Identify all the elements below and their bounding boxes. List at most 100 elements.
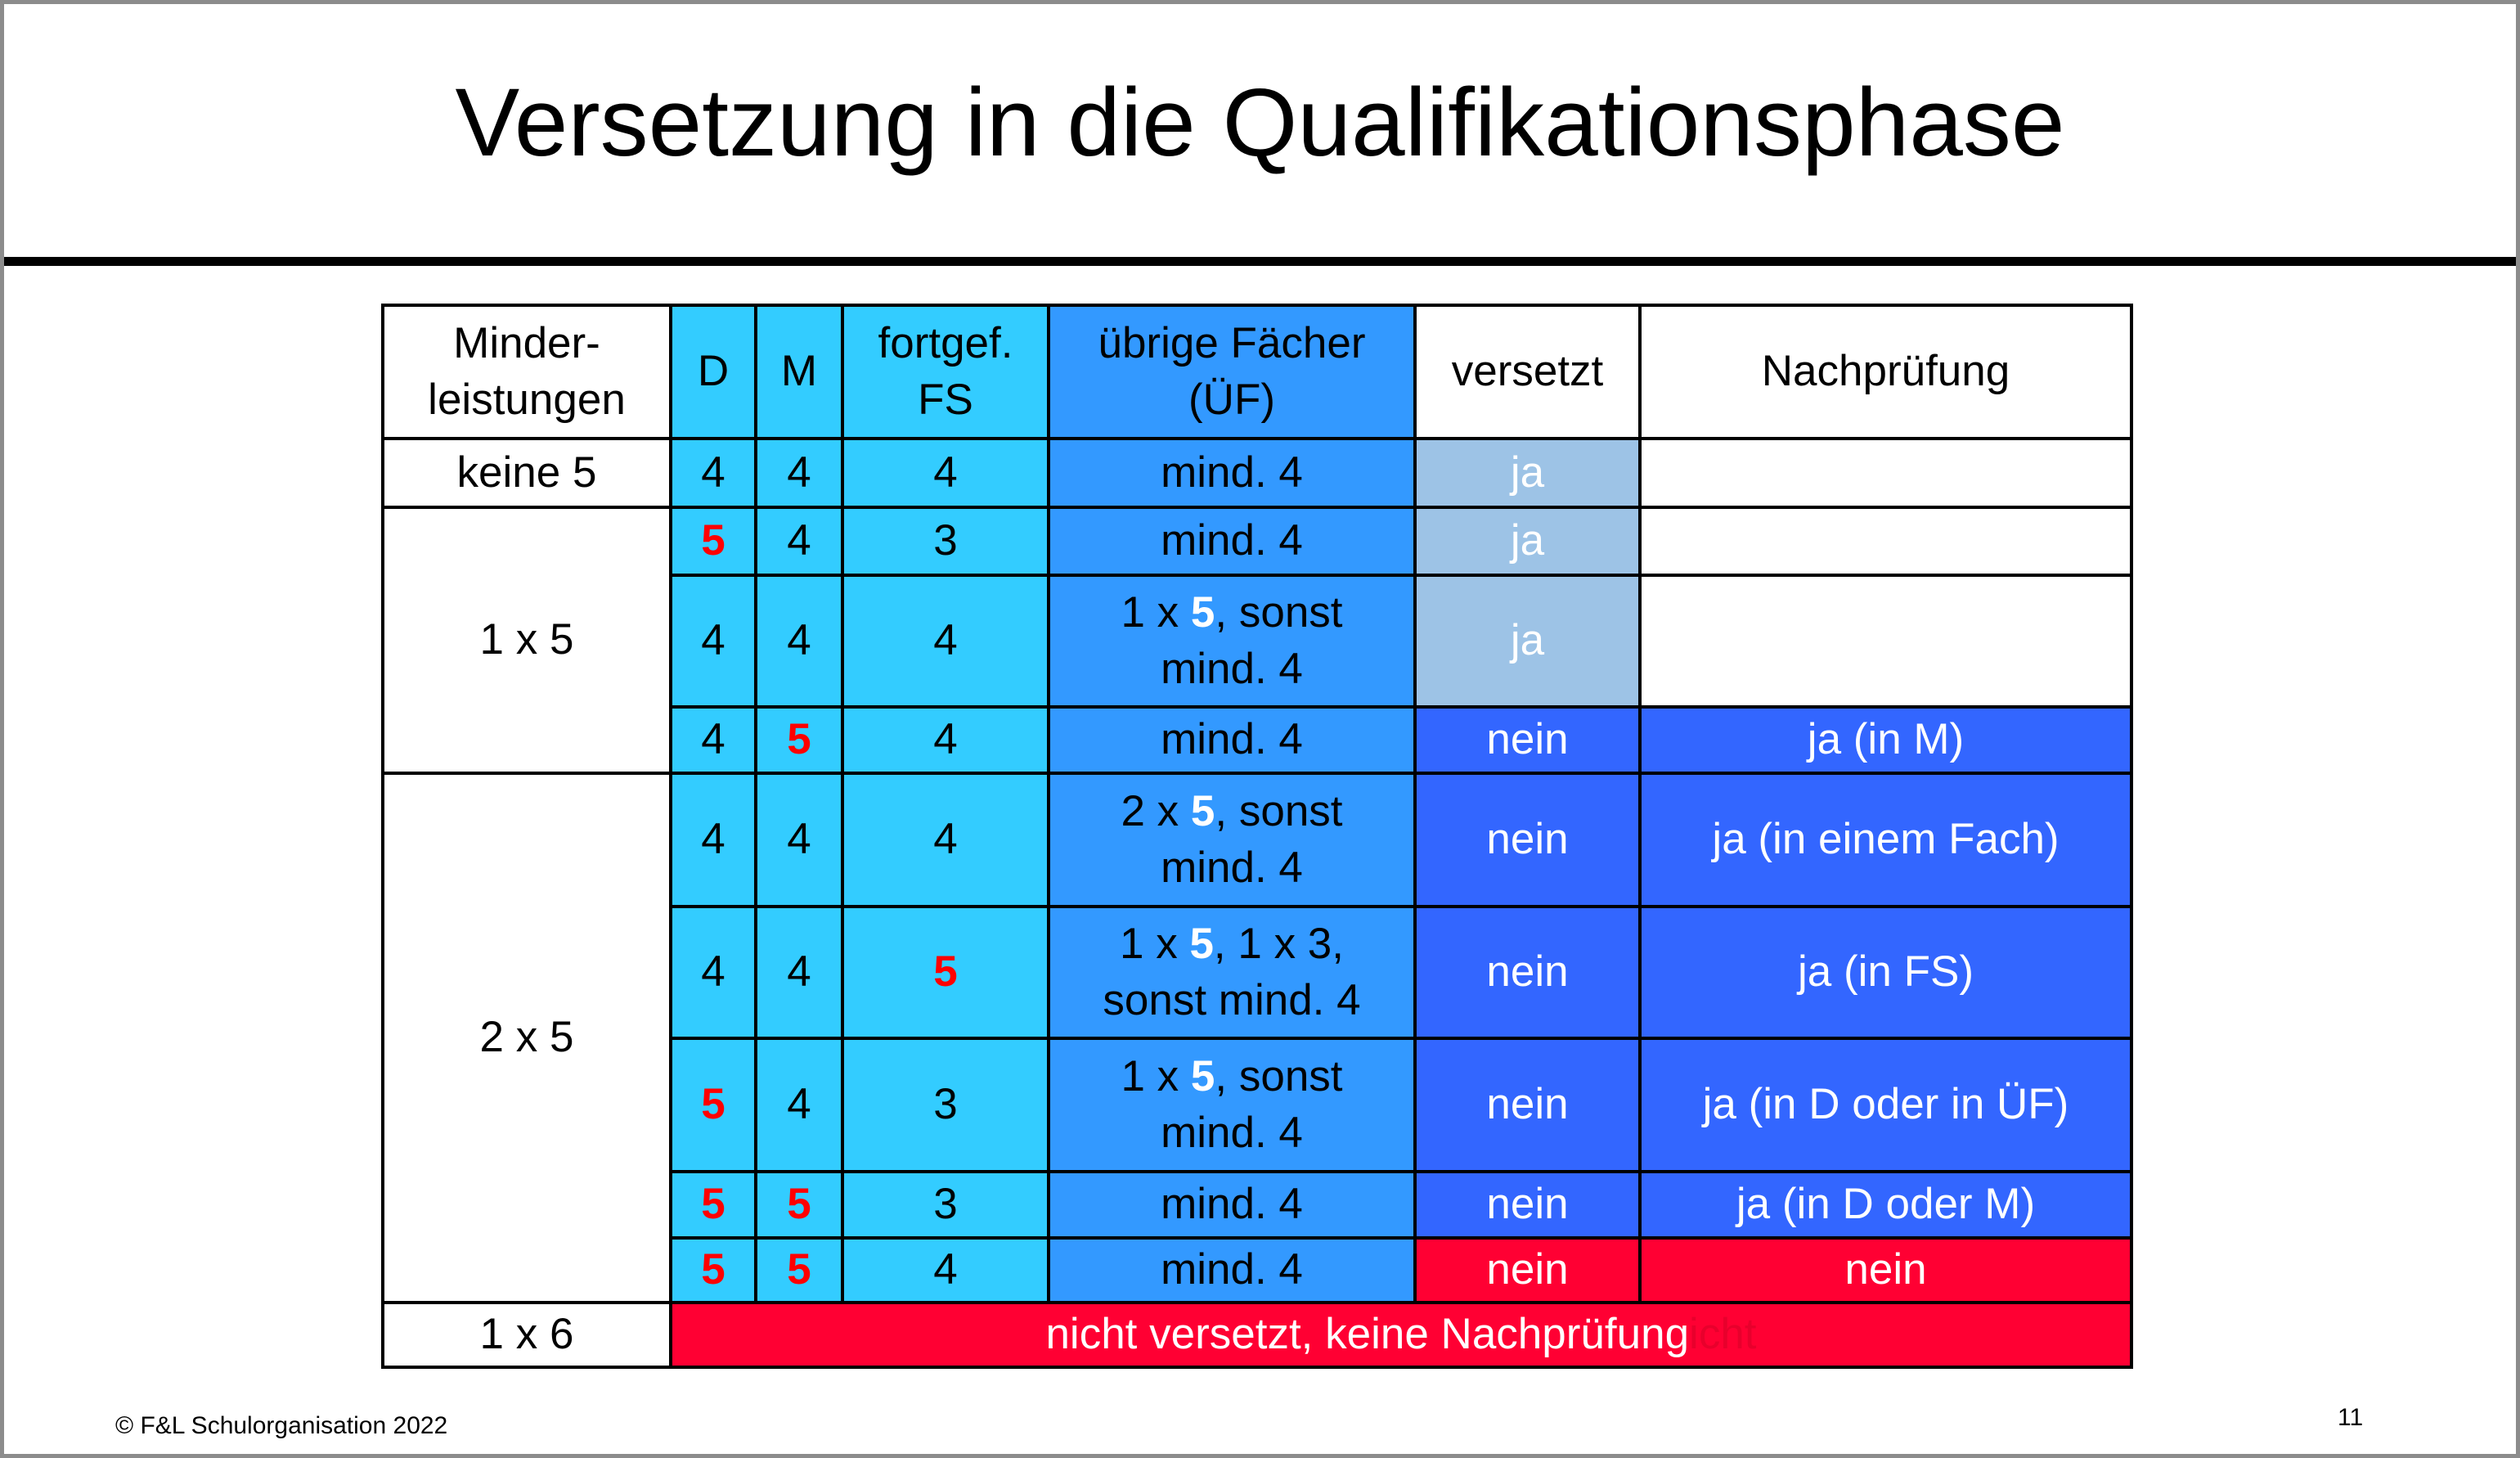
cell-text: , sonst <box>1215 786 1343 835</box>
cell-text: mind. 4 <box>1161 1245 1303 1294</box>
header-cell: M <box>754 304 844 440</box>
grade-cell: 4 <box>841 574 1050 709</box>
grade-cell: 5 <box>754 1236 844 1304</box>
page-number: 11 <box>2338 1404 2364 1431</box>
highlight-text: 5 <box>1190 1051 1215 1100</box>
uf-cell: mind. 4 <box>1047 1170 1417 1240</box>
uf-cell: 1 x 5, sonst mind. 4 <box>1047 574 1417 709</box>
header-cell: Minder-leistungen <box>381 304 672 440</box>
uf-cell: mind. 4 <box>1047 1236 1417 1304</box>
grade-cell: 4 <box>841 437 1050 509</box>
nachpruefung-cell <box>1638 574 2133 709</box>
grade-cell: 4 <box>669 705 757 775</box>
note-text: nicht versetzt, keine Nachprüfung <box>1045 1310 1690 1359</box>
nachpruefung-cell: ja (in M) <box>1638 705 2133 775</box>
versetzt-cell: nein <box>1413 1037 1642 1173</box>
grade-cell: 4 <box>754 1037 844 1173</box>
header-text: M <box>780 347 818 396</box>
highlight-text: 5 <box>1189 919 1214 968</box>
copyright: © F&L Schulorganisation 2022 <box>115 1412 448 1439</box>
uf-cell: mind. 4 <box>1047 437 1417 509</box>
header-cell: übrige Fächer (ÜF) <box>1047 304 1417 440</box>
group-label: 2 x 5 <box>381 772 672 1304</box>
grade-cell: 4 <box>754 574 844 709</box>
header-text: FS <box>918 375 973 424</box>
versetzt-cell: ja <box>1413 574 1642 709</box>
uf-cell: 1 x 5, 1 x 3, sonst mind. 4 <box>1047 905 1417 1040</box>
grade-cell: 4 <box>841 1236 1050 1304</box>
cell-text: , sonst <box>1215 587 1343 637</box>
uf-cell: 1 x 5, sonst mind. 4 <box>1047 1037 1417 1173</box>
grade-cell: 4 <box>669 574 757 709</box>
table-row: 4 5 4 mind. 4 nein ja (in M) <box>383 705 2133 775</box>
cell-text: mind. 4 <box>1161 715 1303 764</box>
grade-cell: 5 <box>754 705 844 775</box>
grade-cell: 4 <box>754 905 844 1040</box>
table-row: 1 x 6 nicht versetzt, keine Nachprüfungic… <box>381 1301 2133 1369</box>
grade-cell: 5 <box>669 1037 757 1173</box>
note-cell: nicht versetzt, keine Nachprüfungicht <box>669 1301 2133 1369</box>
grade-cell: 4 <box>754 506 844 577</box>
hidden-text: icht <box>1689 1310 1757 1359</box>
header-text: leistungen <box>428 375 626 424</box>
header-text: D <box>697 347 730 396</box>
nachpruefung-cell <box>1638 506 2133 577</box>
highlight-text: 5 <box>1190 587 1215 637</box>
highlight-text: 5 <box>1190 786 1215 835</box>
header-text: fortgef. <box>878 318 1013 367</box>
versetzt-cell: nein <box>1413 905 1642 1040</box>
header-text: (ÜF) <box>1188 375 1275 424</box>
grade-cell: 5 <box>669 1170 757 1240</box>
header-cell: D <box>669 304 757 440</box>
cell-text: 1 x <box>1120 919 1190 968</box>
grade-cell: 5 <box>841 905 1050 1040</box>
nachpruefung-cell: ja (in einem Fach) <box>1638 772 2133 908</box>
versetzt-cell: ja <box>1413 506 1642 577</box>
header-text: Minder- <box>453 318 600 367</box>
header-text: übrige Fächer <box>1098 318 1366 367</box>
grade-cell: 3 <box>841 506 1050 577</box>
nachpruefung-cell: ja (in FS) <box>1638 905 2133 1040</box>
cell-text: mind. 4 <box>1161 516 1303 565</box>
nachpruefung-cell: nein <box>1638 1236 2133 1304</box>
grade-cell: 4 <box>841 772 1050 908</box>
versetzt-cell: nein <box>1413 772 1642 908</box>
slide-title: Versetzung in die Qualifikationsphase <box>455 69 2065 177</box>
cell-text: , 1 x 3, <box>1213 919 1344 968</box>
table-row: keine 5 4 4 4 mind. 4 ja <box>381 437 2133 509</box>
uf-cell: mind. 4 <box>1047 506 1417 577</box>
versetzt-cell: nein <box>1413 1236 1642 1304</box>
cell-text: mind. 4 <box>1161 1108 1303 1157</box>
group-label: 1 x 6 <box>381 1301 672 1369</box>
uf-cell: mind. 4 <box>1047 705 1417 775</box>
grade-cell: 4 <box>669 437 757 509</box>
table-row: 5 5 4 mind. 4 nein nein <box>383 1236 2133 1304</box>
cell-text: 2 x <box>1121 786 1191 835</box>
grade-cell: 4 <box>754 437 844 509</box>
header-text: versetzt <box>1451 347 1604 396</box>
group-label: keine 5 <box>381 437 672 509</box>
header-cell: fortgef. FS <box>841 304 1050 440</box>
grade-cell: 5 <box>669 1236 757 1304</box>
grade-cell: 5 <box>669 506 757 577</box>
cell-text: 1 x <box>1121 1051 1191 1100</box>
table-row: 5 5 3 mind. 4 nein ja (in D oder M) <box>383 1170 2133 1240</box>
table-row: 1 x 5 5 4 3 mind. 4 ja <box>381 506 2133 775</box>
versetzt-cell: ja <box>1413 437 1642 509</box>
nachpruefung-cell: ja (in D oder M) <box>1638 1170 2133 1240</box>
header-cell: versetzt <box>1413 304 1642 440</box>
versetzt-cell: nein <box>1413 1170 1642 1240</box>
grade-cell: 4 <box>754 772 844 908</box>
cell-text: , sonst <box>1215 1051 1343 1100</box>
cell-text: 1 x <box>1121 587 1191 637</box>
cell-text: mind. 4 <box>1161 1180 1303 1229</box>
grade-cell: 3 <box>841 1037 1050 1173</box>
